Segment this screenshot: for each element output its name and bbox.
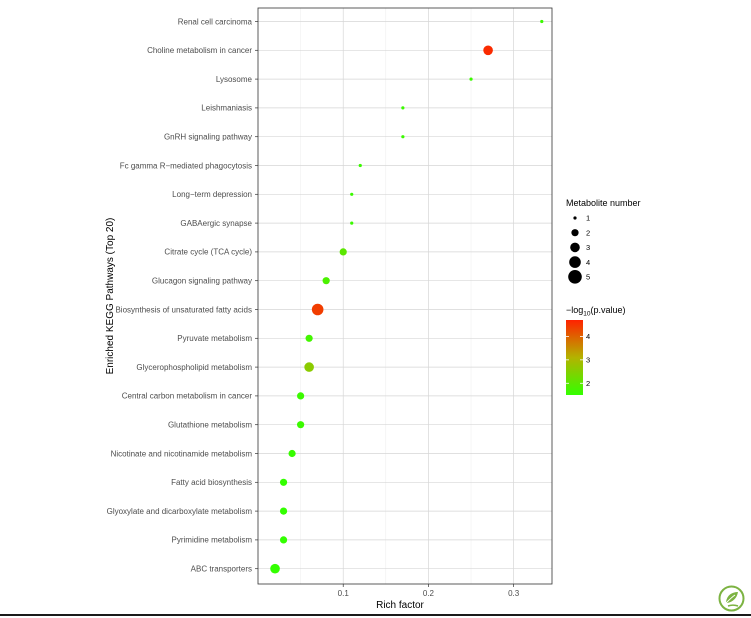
y-tick-label: Glucagon signaling pathway <box>152 277 252 286</box>
size-legend: Metabolite number 1 2 3 4 5 <box>566 198 641 284</box>
data-point <box>304 362 314 372</box>
size-legend-swatch <box>573 216 577 220</box>
size-legend-label: 1 <box>586 214 590 223</box>
data-point <box>279 536 288 544</box>
color-legend-title-suffix: (p.value) <box>591 305 626 315</box>
color-legend-ticks: 2 3 4 <box>566 332 590 388</box>
y-tick-label: Biosynthesis of unsaturated fatty acids <box>115 305 252 314</box>
y-tick-label: Pyruvate metabolism <box>177 334 252 343</box>
color-legend-label: 3 <box>586 356 590 365</box>
data-point <box>401 106 405 110</box>
data-point <box>358 163 362 168</box>
y-axis-tick-labels: Renal cell carcinoma Choline metabolism i… <box>107 17 258 574</box>
y-tick-label: Leishmaniasis <box>201 104 252 113</box>
y-tick-label: Fatty acid biosynthesis <box>171 478 252 487</box>
color-legend: −log10(p.value) 2 3 4 <box>566 305 626 395</box>
x-axis-title: Rich factor <box>376 600 424 611</box>
color-legend-title-sub: 10 <box>583 311 591 318</box>
data-point <box>339 248 347 256</box>
data-point <box>279 478 288 486</box>
size-legend-swatch <box>569 256 581 268</box>
size-legend-title: Metabolite number <box>566 198 641 208</box>
y-tick-label: Glyoxylate and dicarboxylate metabolism <box>107 507 253 516</box>
x-axis-tick-labels: 0.1 0.2 0.3 <box>338 584 520 598</box>
y-tick-label: ABC transporters <box>191 565 252 574</box>
color-legend-title: −log10(p.value) <box>566 305 626 318</box>
size-legend-swatch <box>570 242 580 253</box>
y-tick-label: Lysosome <box>216 75 253 84</box>
data-point <box>483 45 493 56</box>
y-axis-title: Enriched KEGG Pathways (Top 20) <box>105 218 116 375</box>
y-tick-label: Pyrimidine metabolism <box>172 536 253 545</box>
data-points <box>270 19 544 574</box>
y-tick-label: Nicotinate and nicotinamide metabolism <box>111 449 253 458</box>
plot-panel-border <box>257 7 553 585</box>
size-legend-entries: 1 2 3 4 5 <box>568 214 590 284</box>
x-tick-label: 0.2 <box>423 589 435 598</box>
y-tick-label: Choline metabolism in cancer <box>147 46 252 55</box>
data-point <box>288 449 296 458</box>
size-legend-label: 3 <box>586 243 590 252</box>
data-point <box>401 135 405 139</box>
y-tick-label: Long−term depression <box>172 190 252 199</box>
grid <box>258 8 552 584</box>
leaf-logo-icon <box>718 585 745 612</box>
x-tick-label: 0.1 <box>338 589 350 598</box>
data-point <box>350 221 354 225</box>
size-legend-label: 5 <box>586 273 590 282</box>
y-tick-label: GnRH signaling pathway <box>164 133 252 142</box>
color-legend-label: 2 <box>586 379 590 388</box>
data-point <box>270 563 280 574</box>
x-tick-label: 0.3 <box>508 589 520 598</box>
data-point <box>350 192 354 196</box>
data-point <box>297 392 305 400</box>
size-legend-label: 4 <box>586 258 590 267</box>
y-tick-label: Glycerophospholipid metabolism <box>136 363 252 372</box>
y-tick-label: Glutathione metabolism <box>168 421 252 430</box>
y-tick-label: Citrate cycle (TCA cycle) <box>164 248 252 257</box>
color-legend-title-prefix: −log <box>566 305 583 315</box>
data-point <box>469 77 473 81</box>
data-point <box>540 19 544 24</box>
y-tick-label: Fc gamma R−mediated phagocytosis <box>120 161 252 170</box>
data-point <box>305 334 313 342</box>
y-tick-label: Central carbon metabolism in cancer <box>122 392 253 401</box>
bottom-divider <box>0 614 751 616</box>
y-tick-label: GABAergic synapse <box>180 219 252 228</box>
data-point <box>279 507 288 515</box>
data-point <box>311 303 324 316</box>
color-legend-label: 4 <box>586 332 590 341</box>
size-legend-swatch <box>568 270 582 284</box>
color-bar <box>566 320 583 395</box>
y-tick-label: Renal cell carcinoma <box>178 17 253 26</box>
data-point <box>322 277 330 285</box>
size-legend-swatch <box>571 229 579 237</box>
data-point <box>297 421 305 429</box>
size-legend-label: 2 <box>586 228 590 237</box>
